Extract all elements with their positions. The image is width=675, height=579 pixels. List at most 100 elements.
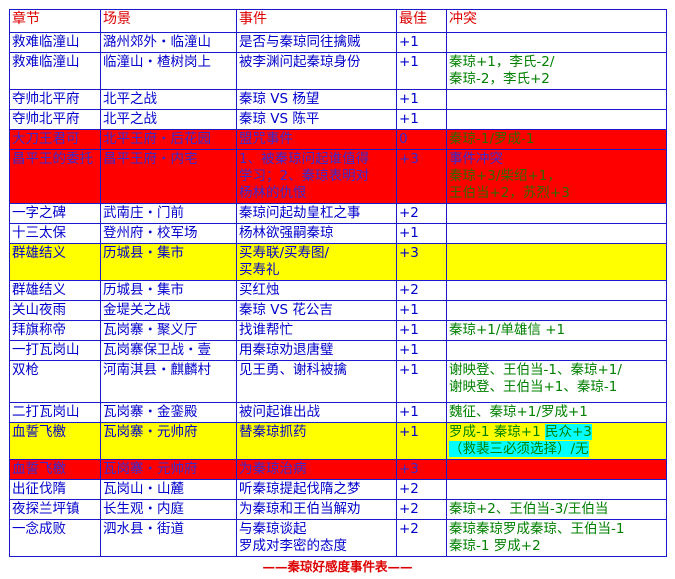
table-row: 一打瓦岗山 瓦岗寨保卫战・壹 用秦琼劝退唐璧 +1 [9,340,667,361]
scene-cell: 历城县・集市 [100,280,237,301]
table-row: 关山夜雨 金堤关之战 秦琼 VS 花公吉 +1 [9,300,667,321]
event-cell: 秦琼 VS 陈平 [236,109,397,130]
conflict-cell: 秦琼+1，李氏-2/ 秦琼-2，李氏+2 [446,52,667,90]
table-row: 双枪 河南淇县・麒麟村 见王勇、谢科被擒 +1 谢映登、王伯当-1、秦琼+1/ 谢映登、… [9,360,667,403]
conflict-text: 谢映登、王伯当-1、秦琼+1/ 谢映登、王伯当+1、秦琼-1 [449,362,622,395]
table-row: 拜旗称帝 瓦岗寨・聚义厅 找谁帮忙 +1 秦琼+1/单雄信 +1 [9,320,667,341]
header-scene: 场景 [100,9,237,33]
best-cell: +2 [396,203,447,224]
best-cell: +1 [396,52,447,90]
header-conflict: 冲突 [446,9,667,33]
conflict-text: 秦琼+1，李氏-2/ 秦琼-2，李氏+2 [449,54,555,87]
scene-cell: 瓦岗寨・金銮殿 [100,402,237,423]
table-row: 一念成败 泗水县・街道 与秦琼谈起 罗成对李密的态度 +2 秦琼秦琼罗成秦琼、王伯当-1… [9,519,667,557]
header-row: 章节 场景 事件 最佳 冲突 [9,9,667,33]
chapter-cell: 一打瓦岗山 [9,340,101,361]
event-cell: 与秦琼谈起 罗成对李密的态度 [236,519,397,557]
conflict-cell [446,479,667,500]
best-cell: 0 [396,129,447,150]
chapter-cell: 昌平王的委托 [9,149,101,204]
event-cell: 为秦琼治病 [236,459,397,480]
table-row: 夺帅北平府 北平之战 秦琼 VS 杨望 +1 [9,89,667,110]
table-row: 群雄结义 历城县・集市 买红烛 +2 [9,280,667,301]
event-cell: 秦琼 VS 杨望 [236,89,397,110]
chapter-cell: 救难临潼山 [9,32,101,53]
event-cell: 买寿联/买寿图/ 买寿礼 [236,243,397,281]
conflict-cell: 事件冲突 秦琼+3/柴绍+1， 王伯当+2，苏烈+3 [446,149,667,204]
conflict-cell: 谢映登、王伯当-1、秦琼+1/ 谢映登、王伯当+1、秦琼-1 [446,360,667,403]
chapter-cell: 十三太保 [9,223,101,244]
scene-cell: 瓦岗寨・聚义厅 [100,320,237,341]
chapter-cell: 关山夜雨 [9,300,101,321]
scene-cell: 泗水县・街道 [100,519,237,557]
event-cell: 被李渊问起秦琼身份 [236,52,397,90]
event-cell: 替秦琼抓药 [236,422,397,460]
event-cell: 听秦琼提起伐隋之梦 [236,479,397,500]
table-row: 夜探兰坪镇 长生观・内庭 为秦琼和王伯当解劝 +2 秦琼+2、王伯当-3/王伯当 [9,499,667,520]
scene-cell: 武南庄・门前 [100,203,237,224]
best-cell: +2 [396,280,447,301]
chapter-cell: 群雄结义 [9,280,101,301]
chapter-cell: 夺帅北平府 [9,109,101,130]
event-cell: 买红烛 [236,280,397,301]
best-cell: +1 [396,223,447,244]
conflict-text: 秦琼+1/单雄信 +1 [449,322,566,338]
chapter-cell: 一念成败 [9,519,101,557]
event-cell: 为秦琼和王伯当解劝 [236,499,397,520]
conflict-cell [446,340,667,361]
best-cell: +2 [396,519,447,557]
chapter-cell: 救难临潼山 [9,52,101,90]
event-cell: 找谁帮忙 [236,320,397,341]
conflict-cell [446,300,667,321]
event-cell: 秦琼 VS 花公吉 [236,300,397,321]
scene-cell: 瓦岗山・山麓 [100,479,237,500]
conflict-cell [446,32,667,53]
best-cell: +3 [396,243,447,281]
event-cell: 被问起谁出战 [236,402,397,423]
table-row: 一字之碑 武南庄・门前 秦琼问起劫皇杠之事 +2 [9,203,667,224]
conflict-cell: 秦琼-1/罗成-1 [446,129,667,150]
table-row: 群雄结义 历城县・集市 买寿联/买寿图/ 买寿礼 +3 [9,243,667,281]
event-cell: 1、被秦琼问起谁值得 学习；2、秦琼表明对 杨林的仇恨 [236,149,397,204]
scene-cell: 历城县・集市 [100,243,237,281]
best-cell: +1 [396,109,447,130]
table-row: 大刀王君可 北平王府・后花园 盟咒事件 0 秦琼-1/罗成-1 [9,129,667,150]
table-row: 二打瓦岗山 瓦岗寨・金銮殿 被问起谁出战 +1 魏征、秦琼+1/罗成+1 [9,402,667,423]
chapter-cell: 血誓飞檄 [9,422,101,460]
table-row: 十三太保 登州府・校军场 杨林欲强嗣秦琼 +1 [9,223,667,244]
chapter-cell: 大刀王君可 [9,129,101,150]
header-chapter: 章节 [9,9,101,33]
event-table: 章节 场景 事件 最佳 冲突 救难临潼山 潞州郊外・临潼山 是否与秦琼同往擒贼 +1 救… [9,9,667,557]
conflict-cell [446,280,667,301]
conflict-text: 秦琼-1/罗成-1 [449,131,535,147]
conflict-text: 秦琼秦琼罗成秦琼、王伯当-1 秦琼-1 罗成+2 [449,521,625,554]
scene-cell: 瓦岗寨・元帅府 [100,422,237,460]
conflict-cell [446,109,667,130]
table-row: 夺帅北平府 北平之战 秦琼 VS 陈平 +1 [9,109,667,130]
conflict-cell: 魏征、秦琼+1/罗成+1 [446,402,667,423]
scene-cell: 北平之战 [100,89,237,110]
scene-cell: 河南淇县・麒麟村 [100,360,237,403]
event-cell: 用秦琼劝退唐璧 [236,340,397,361]
scene-cell: 长生观・内庭 [100,499,237,520]
event-cell: 是否与秦琼同往擒贼 [236,32,397,53]
scene-cell: 瓦岗寨保卫战・壹 [100,340,237,361]
best-cell: +3 [396,459,447,480]
conflict-cell: 秦琼秦琼罗成秦琼、王伯当-1 秦琼-1 罗成+2 [446,519,667,557]
chapter-cell: 夺帅北平府 [9,89,101,110]
chapter-cell: 群雄结义 [9,243,101,281]
event-cell: 见王勇、谢科被擒 [236,360,397,403]
chapter-cell: 双枪 [9,360,101,403]
chapter-cell: 二打瓦岗山 [9,402,101,423]
best-cell: +1 [396,32,447,53]
conflict-text: 秦琼+2、王伯当-3/王伯当 [449,501,609,517]
chapter-cell: 夜探兰坪镇 [9,499,101,520]
conflict-cell [446,203,667,224]
conflict-cell: 罗成-1 秦琼+1 民众+3 （救裴三必须选择）/无 [446,422,667,460]
best-cell: +3 [396,149,447,204]
table-row: 血誓飞檄 瓦岗寨・元帅府 替秦琼抓药 +1 罗成-1 秦琼+1 民众+3 （救裴三必须选… [9,422,667,460]
event-cell: 杨林欲强嗣秦琼 [236,223,397,244]
best-cell: +1 [396,320,447,341]
table-row: 出征伐隋 瓦岗山・山麓 听秦琼提起伐隋之梦 +2 [9,479,667,500]
event-cell: 秦琼问起劫皇杠之事 [236,203,397,224]
